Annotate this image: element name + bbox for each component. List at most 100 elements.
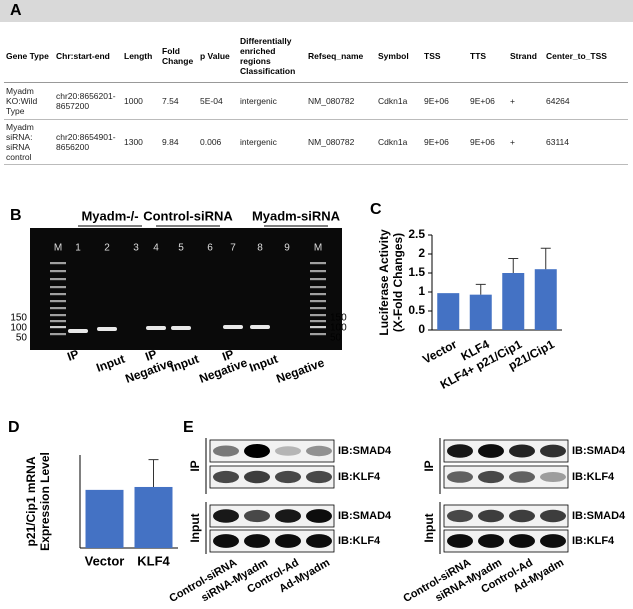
protein-band [213, 445, 239, 457]
blot-strip [443, 504, 569, 528]
ladder-band [50, 300, 66, 303]
dna-band [250, 325, 270, 329]
ladder-band [50, 278, 66, 281]
protein-band [306, 445, 332, 457]
lane-number: 4 [153, 243, 159, 254]
protein-band [306, 509, 332, 523]
protein-band [275, 534, 301, 548]
blot-strip [209, 465, 335, 489]
protein-band [447, 534, 473, 548]
error-bar [508, 258, 519, 273]
table-cell: NM_080782 [306, 119, 376, 165]
lane-label: IP [65, 347, 80, 364]
y-axis-label: (X-Fold Changes) [391, 233, 405, 332]
table-cell: intergenic [238, 119, 306, 165]
ladder-band [310, 286, 326, 289]
protein-band [213, 534, 239, 548]
column-header: Differentially enriched regions Classifi… [238, 30, 306, 83]
blot-label: IB:KLF4 [338, 471, 381, 483]
table-cell: chr20:8656201-8657200 [54, 82, 122, 120]
ladder-band [310, 293, 326, 296]
group-label: Control-siRNA [143, 208, 233, 223]
side-label: IP [188, 460, 202, 471]
protein-band [447, 471, 473, 483]
column-header: p Value [198, 30, 238, 83]
y-tick-label: 0 [418, 322, 425, 336]
lane-number: 8 [257, 243, 263, 254]
protein-band [244, 534, 270, 548]
protein-band [478, 444, 504, 458]
lane-number: 9 [284, 243, 290, 254]
ladder-label: 100 [10, 323, 27, 334]
protein-band [306, 470, 332, 484]
table-cell: 64264 [544, 82, 628, 120]
header-row: Gene Type Chr:start-end Length Fold Change p… [4, 30, 628, 83]
lane-number: M [54, 243, 62, 254]
lane-number: 5 [178, 243, 184, 254]
table-cell: intergenic [238, 82, 306, 120]
protein-band [540, 534, 566, 548]
protein-band [540, 444, 566, 458]
table-cell: Cdkn1a [376, 119, 422, 165]
table-cell: 1300 [122, 119, 160, 165]
x-tick-label: Vector [85, 553, 125, 568]
y-tick-label: 1.5 [408, 265, 425, 279]
bar [134, 486, 173, 548]
column-header: Refseq_name [306, 30, 376, 83]
protein-band [213, 509, 239, 523]
blot-label: IB:SMAD4 [572, 510, 626, 522]
protein-band [244, 470, 270, 484]
x-tick-label: Vector [420, 337, 459, 367]
y-tick-label: 2 [418, 246, 425, 260]
ladder-band [310, 278, 326, 281]
ladder-band [50, 307, 66, 310]
ladder-band [50, 333, 66, 336]
group-label: Myadm-/- [81, 208, 138, 223]
x-tick-label: KLF4 [137, 553, 170, 568]
ladder-label: 150 [10, 313, 27, 324]
lane-label: IP [220, 347, 235, 364]
ladder-band [50, 262, 66, 265]
blot-strip [443, 439, 569, 463]
dna-band [146, 326, 166, 330]
protein-band [275, 509, 301, 523]
protein-band [244, 509, 270, 523]
blot-strip [209, 529, 335, 553]
protein-band [509, 471, 535, 483]
ladder-band [310, 262, 326, 265]
protein-band [540, 471, 566, 483]
table-cell: chr20:8654901-8656200 [54, 119, 122, 165]
group-label: Myadm-siRNA [252, 208, 341, 223]
lane-number: 6 [207, 243, 213, 254]
lane-number: M [314, 243, 322, 254]
lane-number: 3 [133, 243, 139, 254]
panel-label: D [8, 419, 20, 436]
table-row: Myadm KO:Wild Type chr20:8656201-8657200 1… [4, 82, 628, 120]
table-cell: 7.54 [160, 82, 198, 120]
table-row: Myadm siRNA: siRNA control chr20:8654901-… [4, 119, 628, 165]
ladder-label: 100 [330, 323, 347, 334]
blot-label: IB:KLF4 [572, 471, 615, 483]
panel-a-header: A [0, 0, 633, 22]
table-cell: 5E-04 [198, 82, 238, 120]
lane-label: Input [247, 352, 279, 375]
y-tick-label: 2.5 [408, 227, 425, 241]
blot-strip [209, 504, 335, 528]
column-header: Strand [508, 30, 544, 83]
lane-label: Input [168, 352, 200, 375]
protein-band [509, 509, 535, 523]
blot-strip [209, 439, 335, 463]
table-cell: + [508, 82, 544, 120]
bar [85, 489, 124, 548]
table-cell: 9E+06 [422, 119, 468, 165]
blot-label: IB:KLF4 [338, 535, 381, 547]
side-label: Input [188, 513, 202, 542]
y-axis-label: Expression Level [38, 452, 52, 551]
dna-band [68, 329, 88, 333]
ladder-label: 150 [330, 313, 347, 324]
table-cell: 0.006 [198, 119, 238, 165]
protein-band [306, 534, 332, 548]
dna-band [223, 325, 243, 329]
